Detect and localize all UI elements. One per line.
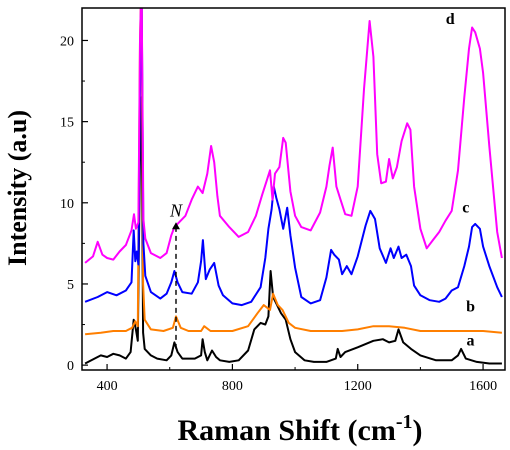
- y-axis-label: Intensity (a.u): [3, 110, 32, 266]
- series-labels-group: ab c d: [446, 11, 475, 349]
- series-label-a: a: [467, 333, 475, 350]
- series-line-c: [84, 8, 503, 307]
- plot-frame: [81, 7, 506, 371]
- x-tick-label-800: 800: [222, 379, 243, 394]
- annotation-arrow-head: [172, 222, 180, 230]
- x-tick-label-400: 400: [97, 379, 118, 394]
- y-tick-label-10: 10: [60, 197, 74, 212]
- x-axis-label-superscript: -1: [396, 411, 413, 433]
- y-tick-label-15: 15: [60, 116, 74, 131]
- plot-series-group: [84, 8, 503, 365]
- annotation-label-n: N: [169, 200, 183, 220]
- series-label-b: b: [466, 299, 475, 316]
- series-line-d: [84, 8, 503, 264]
- x-axis-label: Raman Shift (cm-1): [178, 411, 423, 447]
- y-tick-label-20: 20: [60, 34, 74, 49]
- x-axis-label-close: ): [413, 414, 423, 447]
- x-axis-label-main: Raman Shift (cm: [178, 414, 396, 447]
- annotation-group: N: [169, 200, 183, 349]
- series-label-d: d: [446, 11, 455, 28]
- y-tick-label-0: 0: [67, 359, 74, 374]
- series-label-c: c: [462, 200, 469, 217]
- y-tick-label-5: 5: [67, 278, 74, 293]
- x-tick-label-1600: 1600: [469, 379, 497, 394]
- x-tick-label-1200: 1200: [344, 379, 372, 394]
- axis-ticks-group: 400 800 1200 1600 0 5 10 15 20: [60, 34, 497, 394]
